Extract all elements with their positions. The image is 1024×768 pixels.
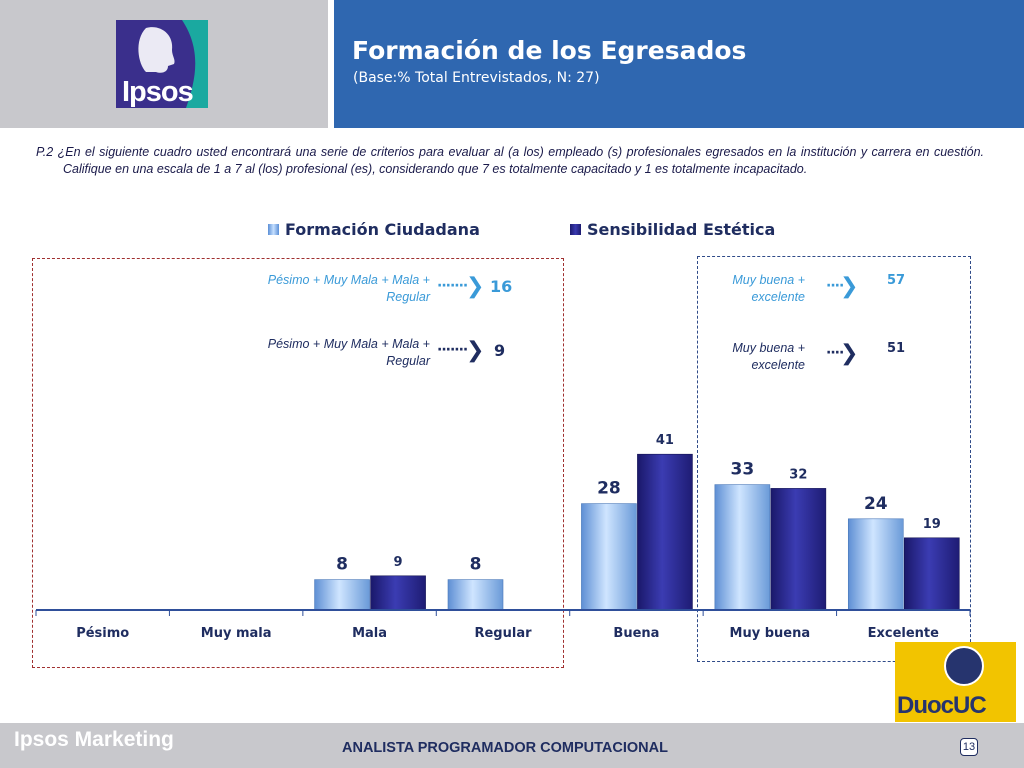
negative-range-box xyxy=(32,258,564,668)
legend-item-sensibilidad: Sensibilidad Estética xyxy=(570,220,775,239)
dotted-leader: ······· xyxy=(437,342,468,358)
footer-brand: Ipsos Marketing xyxy=(14,728,174,751)
duoc-seal-icon xyxy=(944,646,984,686)
x-tick-label-0: Pésimo xyxy=(76,626,129,641)
data-label-sensibilidad-6: 19 xyxy=(923,517,941,532)
page-number: 13 xyxy=(960,738,978,756)
negative-summary-label-formacion: Pésimo + Muy Mala + Mala + Regular xyxy=(267,273,430,304)
footer-title: ANALISTA PROGRAMADOR COMPUTACIONAL xyxy=(342,740,668,756)
bar-sensibilidad-5 xyxy=(770,488,827,611)
data-label-sensibilidad-4: 41 xyxy=(656,433,674,448)
positive-summary-value-sensibilidad: 51 xyxy=(887,341,906,356)
data-label-formacion-3: 8 xyxy=(470,555,482,575)
dotted-leader: ······· xyxy=(437,278,468,294)
negative-summary-label-sensibilidad: Pésimo + Muy Mala + Mala + Regular xyxy=(267,337,430,368)
legend-label-formacion: Formación Ciudadana xyxy=(285,220,480,239)
header-blue-panel xyxy=(334,0,1024,128)
positive-summary-label-formacion: Muy buena + excelente xyxy=(732,273,805,304)
data-label-sensibilidad-5: 32 xyxy=(789,467,807,482)
chevron-right-icon: ❯ xyxy=(466,338,485,363)
footer-bar xyxy=(0,723,1024,768)
data-label-formacion-5: 33 xyxy=(731,460,755,480)
negative-summary-value-formacion: 16 xyxy=(490,277,513,296)
legend-swatch-sensibilidad xyxy=(570,224,581,235)
positive-summary-value-formacion: 57 xyxy=(887,273,906,288)
ipsos-logo-graphic xyxy=(116,20,208,108)
chevron-right-icon: ❯ xyxy=(466,274,485,299)
x-tick-label-5: Muy buena xyxy=(730,626,811,641)
bar-formacion-5 xyxy=(714,484,771,611)
page-subtitle: (Base:% Total Entrevistados, N: 27) xyxy=(353,70,600,86)
bar-formacion-2 xyxy=(314,579,370,611)
data-label-sensibilidad-2: 9 xyxy=(394,555,403,570)
duoc-logo-text: DuocUC xyxy=(897,692,987,719)
bar-formacion-4 xyxy=(581,503,637,611)
x-tick-label-6: Excelente xyxy=(868,626,940,641)
legend-item-formacion: Formación Ciudadana xyxy=(268,220,480,239)
positive-summary-label-sensibilidad: Muy buena + excelente xyxy=(732,341,805,372)
bar-sensibilidad-2 xyxy=(370,575,426,611)
positive-range-box xyxy=(697,256,971,662)
x-tick-label-4: Buena xyxy=(613,626,659,641)
bar-formacion-3 xyxy=(447,579,504,611)
dotted-leader: ···· xyxy=(826,345,844,361)
ipsos-logo: Ipsos xyxy=(116,20,208,108)
x-tick-label-1: Muy mala xyxy=(201,626,272,641)
bar-sensibilidad-6 xyxy=(903,537,960,611)
legend-swatch-formacion xyxy=(268,224,279,235)
legend-label-sensibilidad: Sensibilidad Estética xyxy=(587,220,776,239)
data-label-formacion-6: 24 xyxy=(864,494,888,514)
bar-sensibilidad-4 xyxy=(637,453,693,611)
duoc-logo: DuocUC xyxy=(895,642,1016,722)
dotted-leader: ···· xyxy=(826,278,844,294)
question-text: P.2 ¿En el siguiente cuadro usted encont… xyxy=(36,145,984,176)
data-label-formacion-2: 8 xyxy=(336,555,348,575)
x-tick-label-3: Regular xyxy=(474,626,532,641)
chevron-right-icon: ❯ xyxy=(840,341,859,366)
x-tick-label-2: Mala xyxy=(352,626,387,641)
negative-summary-value-sensibilidad: 9 xyxy=(494,341,506,360)
bar-formacion-6 xyxy=(847,518,904,611)
chevron-right-icon: ❯ xyxy=(840,274,859,299)
ipsos-logo-text: Ipsos xyxy=(122,76,194,108)
page-title: Formación de los Egresados xyxy=(352,36,747,65)
data-label-formacion-4: 28 xyxy=(597,479,621,499)
